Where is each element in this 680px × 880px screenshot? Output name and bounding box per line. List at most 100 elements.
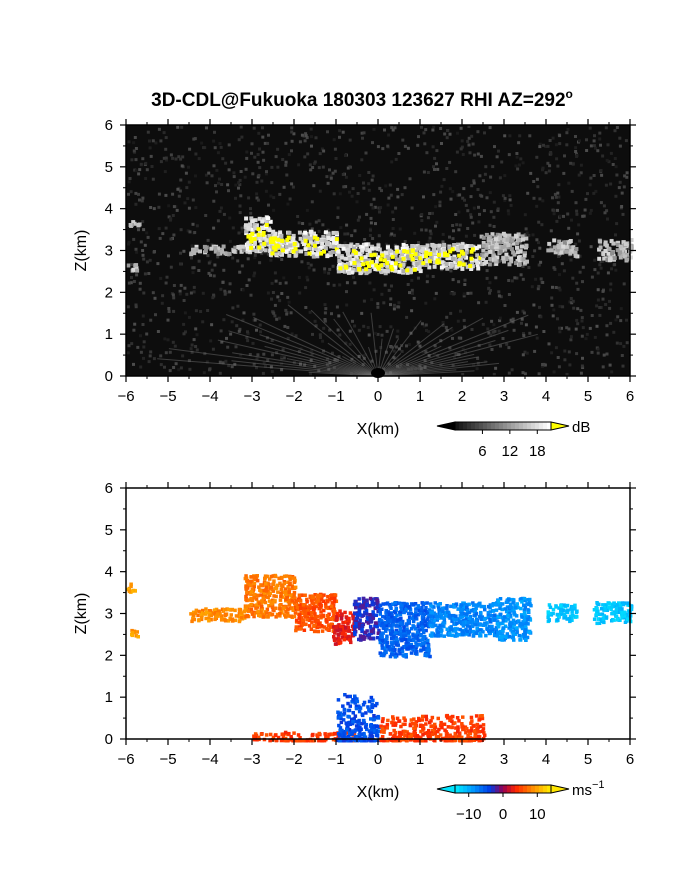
velocity-pixel <box>126 587 130 592</box>
velocity-pixel <box>213 608 217 612</box>
x-tick-label: 3 <box>500 388 508 405</box>
velocity-pixel <box>617 610 621 614</box>
noise-pixel <box>284 160 288 164</box>
noise-pixel <box>194 309 198 313</box>
noise-pixel <box>604 183 608 187</box>
velocity-pixel <box>506 609 510 613</box>
noise-pixel <box>493 145 496 149</box>
noise-pixel <box>369 221 373 225</box>
velocity-pixel <box>293 585 298 590</box>
velocity-pixel <box>517 633 522 638</box>
velocity-pixel <box>360 629 364 634</box>
noise-pixel <box>188 147 192 151</box>
velocity-pixel <box>278 598 283 602</box>
velocity-pixel <box>566 608 570 613</box>
backscatter-pixel <box>310 251 315 256</box>
noise-pixel <box>570 218 573 222</box>
velocity-pixel <box>459 621 464 626</box>
backscatter-pixel <box>521 237 526 242</box>
noise-pixel <box>218 142 222 145</box>
velocity-pixel <box>129 582 133 586</box>
noise-pixel <box>565 372 569 376</box>
noise-pixel <box>287 300 291 304</box>
colorbar-segment <box>483 422 488 430</box>
backscatter-peak-pixel <box>410 257 415 262</box>
backscatter-pixel <box>264 241 269 246</box>
velocity-pixel <box>571 605 575 610</box>
clutter-ray <box>342 311 379 377</box>
velocity-pixel <box>362 721 367 725</box>
backscatter-pixel <box>340 268 345 273</box>
backscatter-pixel <box>440 252 445 257</box>
noise-pixel <box>461 347 465 351</box>
backscatter-pixel <box>516 232 521 237</box>
noise-pixel <box>129 190 133 194</box>
velocity-pixel <box>269 585 274 590</box>
velocity-pixel <box>430 631 434 635</box>
velocity-cell <box>130 628 140 639</box>
velocity-pixel <box>283 738 287 743</box>
velocity-pixel <box>320 629 325 633</box>
velocity-pixel <box>390 626 394 630</box>
noise-pixel <box>219 206 223 210</box>
noise-pixel <box>408 177 412 181</box>
noise-pixel <box>213 263 217 267</box>
backscatter-pixel <box>250 219 255 224</box>
noise-pixel <box>451 224 455 227</box>
noise-pixel <box>537 372 541 376</box>
velocity-pixel <box>509 608 513 613</box>
noise-pixel <box>267 203 270 207</box>
velocity-pixel <box>556 618 560 622</box>
backscatter-peak-pixel <box>357 267 362 272</box>
velocity-pixel <box>297 616 301 620</box>
velocity-pixel <box>389 632 393 636</box>
noise-pixel <box>326 181 330 185</box>
velocity-pixel <box>508 624 513 628</box>
noise-pixel <box>137 228 140 232</box>
noise-pixel <box>192 338 196 342</box>
noise-pixel <box>392 356 396 360</box>
noise-pixel <box>251 341 255 345</box>
velocity-pixel <box>301 618 305 622</box>
backscatter-pixel <box>515 250 520 255</box>
velocity-pixel <box>199 611 203 615</box>
backscatter-pixel <box>267 233 272 238</box>
backscatter-pixel <box>348 244 353 249</box>
velocity-pixel <box>351 616 355 621</box>
velocity-pixel <box>294 600 298 604</box>
noise-pixel <box>241 288 245 292</box>
backscatter-pixel <box>248 222 253 227</box>
noise-pixel <box>613 129 617 133</box>
backscatter-pixel <box>562 241 567 246</box>
velocity-pixel <box>489 626 493 630</box>
velocity-pixel <box>199 617 204 622</box>
velocity-pixel <box>301 603 306 607</box>
noise-pixel <box>323 270 327 274</box>
noise-pixel <box>477 301 481 305</box>
velocity-pixel <box>424 653 428 657</box>
velocity-pixel <box>340 635 345 640</box>
velocity-pixel <box>410 645 414 649</box>
noise-pixel <box>606 271 610 275</box>
velocity-pixel <box>326 735 330 740</box>
noise-pixel <box>568 300 572 304</box>
velocity-pixel <box>365 598 369 602</box>
velocity-pixel <box>223 613 228 618</box>
noise-pixel <box>535 204 539 208</box>
velocity-pixel <box>368 617 372 621</box>
velocity-pixel <box>511 632 515 636</box>
backscatter-pixel <box>457 258 462 263</box>
backscatter-peak-pixel <box>468 264 473 268</box>
velocity-cell <box>378 601 432 659</box>
noise-pixel <box>567 226 571 230</box>
velocity-pixel <box>402 634 406 638</box>
noise-pixel <box>266 358 270 362</box>
clutter-ray <box>370 312 379 377</box>
backscatter-pixel <box>267 228 272 233</box>
noise-pixel <box>311 332 314 336</box>
noise-pixel <box>127 192 130 196</box>
noise-pixel <box>620 191 624 195</box>
velocity-pixel <box>422 612 427 617</box>
velocity-pixel <box>311 601 316 606</box>
noise-pixel <box>549 229 553 233</box>
